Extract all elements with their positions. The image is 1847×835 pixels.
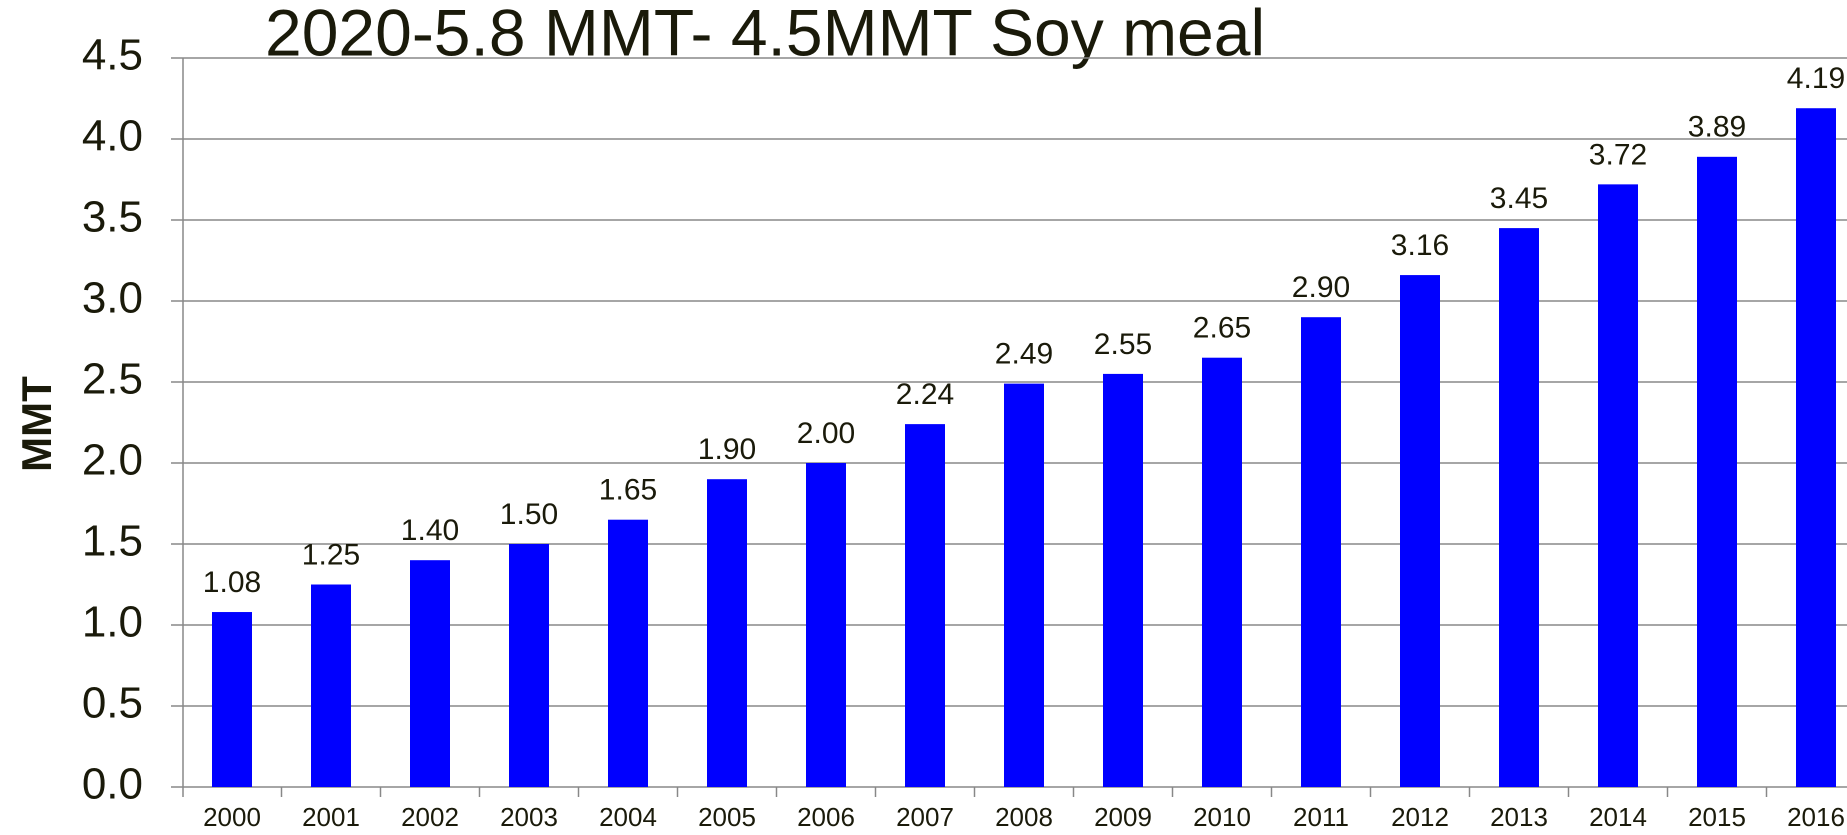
- data-label: 1.90: [698, 433, 756, 466]
- bar: [1499, 228, 1539, 788]
- bar: [509, 544, 549, 787]
- data-label: 3.45: [1490, 182, 1548, 215]
- y-tick-label: 2.0: [82, 436, 143, 485]
- bar: [1697, 156, 1737, 787]
- x-tick-label: 2003: [500, 802, 558, 832]
- bar: [905, 424, 945, 787]
- x-tick-label: 2011: [1293, 802, 1349, 832]
- bar: [212, 612, 252, 787]
- bar: [1301, 317, 1341, 787]
- data-label: 3.89: [1688, 111, 1746, 144]
- y-axis-label: MMT: [13, 376, 60, 472]
- data-label: 1.65: [599, 474, 657, 507]
- data-label: 3.16: [1391, 229, 1449, 262]
- x-tick-label: 2001: [302, 802, 360, 832]
- data-label: 2.24: [896, 378, 954, 411]
- bar: [707, 479, 747, 787]
- y-tick-label: 1.0: [82, 598, 143, 647]
- bar: [806, 463, 846, 787]
- bar: [1004, 383, 1044, 787]
- x-tick-label: 2008: [995, 802, 1053, 832]
- x-tick-label: 2007: [896, 802, 954, 832]
- y-tick-label: 3.0: [82, 274, 143, 323]
- x-tick-label: 2013: [1490, 802, 1548, 832]
- data-label: 3.72: [1589, 138, 1647, 171]
- bar: [1103, 373, 1143, 787]
- bar: [1796, 108, 1836, 788]
- x-tick-label: 2006: [797, 802, 855, 832]
- x-tick-label: 2012: [1391, 802, 1449, 832]
- x-tick-label: 2009: [1094, 802, 1152, 832]
- x-tick-label: 2014: [1589, 802, 1647, 832]
- x-tick-label: 2010: [1193, 802, 1251, 832]
- bar: [311, 584, 351, 787]
- data-label: 1.08: [203, 566, 261, 599]
- data-label: 1.25: [302, 538, 360, 571]
- y-tick-label: 0.0: [82, 760, 143, 809]
- chart-title: 2020-5.8 MMT- 4.5MMT Soy meal: [265, 0, 1265, 69]
- bar: [1598, 184, 1638, 788]
- x-tick-label: 2002: [401, 802, 459, 832]
- bar: [1400, 275, 1440, 787]
- x-tick-label: 2004: [599, 802, 657, 832]
- data-label: 2.90: [1292, 271, 1350, 304]
- x-tick-label: 2016: [1787, 802, 1845, 832]
- x-tick-label: 2005: [698, 802, 756, 832]
- y-tick-label: 4.0: [82, 112, 143, 161]
- bar: [410, 560, 450, 787]
- data-label: 2.65: [1193, 312, 1251, 345]
- data-label: 4.19: [1787, 62, 1845, 95]
- data-label: 1.50: [500, 498, 558, 531]
- y-tick-label: 3.5: [82, 193, 143, 242]
- data-label: 1.40: [401, 514, 459, 547]
- bar: [1202, 357, 1242, 787]
- bar: [608, 519, 648, 787]
- y-tick-label: 4.5: [82, 31, 143, 80]
- x-tick-label: 2015: [1688, 802, 1746, 832]
- data-label: 2.55: [1094, 328, 1152, 361]
- y-tick-label: 1.5: [82, 517, 143, 566]
- x-tick-label: 2000: [203, 802, 261, 832]
- data-label: 2.49: [995, 338, 1053, 371]
- data-label: 2.00: [797, 417, 855, 450]
- y-tick-label: 0.5: [82, 679, 143, 728]
- y-tick-label: 2.5: [82, 355, 143, 404]
